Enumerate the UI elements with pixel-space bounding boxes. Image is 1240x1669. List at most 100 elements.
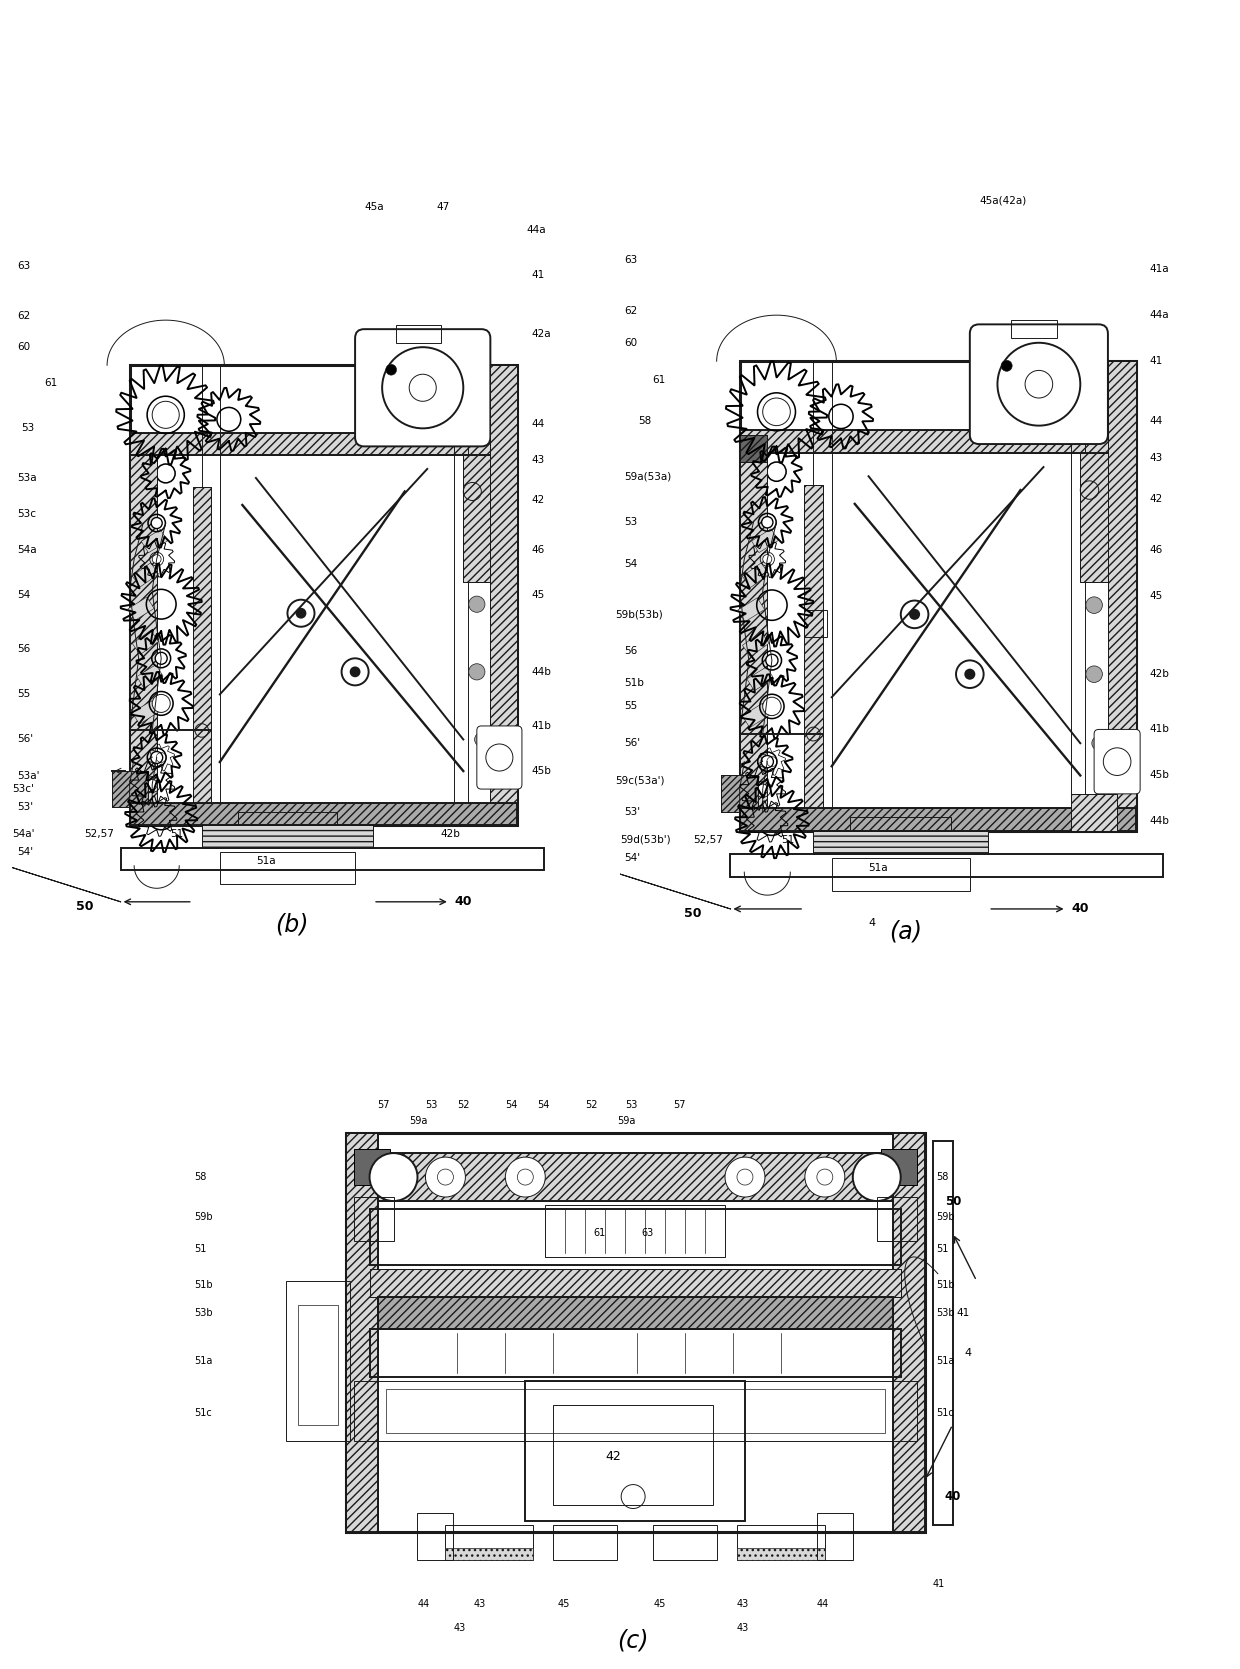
Text: 43: 43 — [1149, 452, 1163, 462]
Text: 51a: 51a — [255, 856, 275, 866]
Bar — [298, 1305, 337, 1425]
Bar — [377, 1153, 893, 1202]
Bar — [722, 776, 758, 813]
Text: 44b: 44b — [531, 668, 551, 678]
Bar — [932, 1142, 952, 1524]
Text: 52: 52 — [585, 1100, 598, 1110]
Text: 59a: 59a — [409, 1117, 428, 1127]
Bar — [353, 1380, 916, 1440]
Bar — [740, 436, 768, 462]
Bar — [445, 1549, 533, 1561]
Text: 51c: 51c — [193, 1407, 212, 1417]
Text: 40: 40 — [1071, 903, 1089, 915]
Text: 61: 61 — [652, 374, 666, 384]
Text: 4: 4 — [868, 918, 875, 928]
Text: 54: 54 — [506, 1100, 518, 1110]
Bar — [832, 858, 970, 891]
Bar — [377, 1297, 893, 1329]
Circle shape — [288, 599, 315, 628]
Text: 53: 53 — [21, 424, 35, 434]
Text: 41: 41 — [1149, 355, 1163, 366]
Text: 52,57: 52,57 — [84, 829, 114, 840]
Text: 53b: 53b — [193, 1308, 212, 1319]
Bar — [464, 456, 500, 582]
Text: 45a(42a): 45a(42a) — [980, 195, 1027, 205]
Text: 59b(53b): 59b(53b) — [615, 609, 663, 619]
Circle shape — [763, 698, 781, 716]
Text: 56': 56' — [625, 738, 641, 748]
Bar — [738, 598, 765, 621]
Text: (c): (c) — [618, 1629, 649, 1652]
Circle shape — [805, 1157, 844, 1197]
Text: 43: 43 — [531, 456, 544, 466]
Bar — [1080, 454, 1117, 582]
Text: 60: 60 — [17, 342, 30, 352]
Bar — [817, 1512, 853, 1561]
Bar — [804, 486, 822, 831]
Bar — [219, 853, 355, 885]
Bar — [370, 1208, 900, 1265]
Bar — [893, 1133, 925, 1532]
Circle shape — [763, 554, 771, 564]
Text: 55: 55 — [625, 701, 637, 711]
Circle shape — [761, 756, 774, 768]
Text: 62: 62 — [17, 310, 30, 320]
Text: 45a: 45a — [365, 202, 383, 212]
Bar — [370, 1268, 900, 1297]
Bar — [740, 454, 768, 831]
Circle shape — [965, 669, 976, 679]
Bar — [1107, 361, 1136, 831]
Bar — [1071, 794, 1117, 831]
Bar — [346, 1133, 377, 1532]
Text: 44b: 44b — [1149, 816, 1169, 826]
Text: 54: 54 — [17, 591, 30, 601]
Text: 56: 56 — [625, 646, 637, 656]
Text: 53: 53 — [625, 517, 637, 527]
Text: 59b: 59b — [936, 1212, 955, 1222]
Text: 58: 58 — [936, 1172, 949, 1182]
Text: 53: 53 — [625, 1100, 637, 1110]
Text: 44: 44 — [531, 419, 544, 429]
Text: 45b: 45b — [531, 766, 551, 776]
Bar — [130, 803, 517, 824]
Text: 55: 55 — [17, 689, 30, 699]
Bar — [202, 366, 219, 824]
Text: 43: 43 — [474, 1599, 486, 1609]
Bar — [202, 824, 373, 848]
Circle shape — [153, 811, 161, 821]
Text: 59b: 59b — [193, 1212, 212, 1222]
Text: 51: 51 — [781, 834, 795, 845]
Text: 53': 53' — [17, 803, 33, 813]
Circle shape — [370, 1153, 418, 1202]
Circle shape — [151, 517, 162, 529]
Bar — [202, 824, 373, 848]
Circle shape — [1001, 361, 1012, 371]
Bar — [377, 1153, 893, 1202]
Circle shape — [153, 554, 161, 564]
Text: 44a: 44a — [527, 225, 546, 235]
Text: 44a: 44a — [1149, 310, 1169, 320]
Text: 41b: 41b — [1149, 724, 1169, 734]
Bar — [737, 1549, 825, 1561]
Text: 63: 63 — [641, 1228, 653, 1238]
Circle shape — [758, 784, 768, 794]
Bar — [743, 704, 769, 728]
Text: 42: 42 — [531, 496, 544, 506]
Text: 41a: 41a — [1149, 264, 1169, 274]
Bar — [112, 771, 148, 808]
Bar — [813, 831, 988, 855]
Text: 53a: 53a — [17, 472, 36, 482]
Text: 4: 4 — [965, 1349, 972, 1359]
Circle shape — [386, 364, 397, 376]
Text: 57: 57 — [377, 1100, 391, 1110]
Text: 51b: 51b — [625, 678, 645, 688]
Bar — [130, 366, 517, 824]
Bar — [128, 598, 154, 621]
Text: 53c': 53c' — [12, 784, 35, 794]
Text: 54a: 54a — [17, 546, 36, 556]
Circle shape — [1091, 736, 1106, 749]
Bar — [130, 803, 517, 824]
Bar — [1080, 454, 1117, 582]
Text: 54a': 54a' — [12, 829, 35, 840]
Text: 63: 63 — [17, 260, 30, 270]
